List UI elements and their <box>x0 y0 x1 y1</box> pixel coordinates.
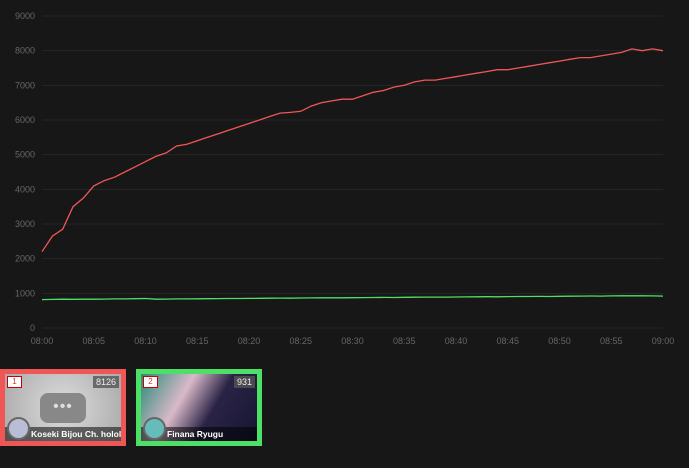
y-tick-label: 5000 <box>15 150 35 160</box>
y-tick-label: 8000 <box>15 46 35 56</box>
x-tick-label: 08:05 <box>82 336 105 346</box>
x-tick-label: 08:35 <box>393 336 416 346</box>
channel-name: Finana Ryugu <box>141 427 257 441</box>
x-tick-label: 08:30 <box>341 336 364 346</box>
y-tick-label: 6000 <box>15 115 35 125</box>
y-tick-label: 3000 <box>15 219 35 229</box>
channel-card-2[interactable]: 2 931 Finana Ryugu <box>136 369 262 446</box>
avatar <box>7 417 30 440</box>
x-tick-label: 09:00 <box>652 336 675 346</box>
channel-name: Koseki Bijou Ch. hololive- <box>5 427 121 441</box>
rank-badge: 1 <box>7 376 22 388</box>
line-chart: 0 1000 2000 3000 4000 5000 6000 7000 8000 9000 08:… <box>15 11 675 346</box>
rank-badge: 2 <box>143 376 158 388</box>
y-tick-label: 4000 <box>15 184 35 194</box>
viewer-count: 8126 <box>92 376 119 388</box>
y-tick-label: 7000 <box>15 80 35 90</box>
x-tick-label: 08:25 <box>289 336 312 346</box>
y-tick-label: 1000 <box>15 288 35 298</box>
y-tick-label: 0 <box>30 323 35 333</box>
avatar <box>143 417 166 440</box>
viewer-count: 931 <box>233 376 255 388</box>
x-tick-label: 08:20 <box>238 336 261 346</box>
x-tick-label: 08:10 <box>134 336 157 346</box>
y-tick-label: 2000 <box>15 254 35 264</box>
x-tick-label: 08:50 <box>548 336 571 346</box>
series-line-1 <box>41 48 664 253</box>
y-tick-label: 9000 <box>15 11 35 21</box>
series-line-2 <box>41 295 664 301</box>
x-tick-label: 08:00 <box>31 336 54 346</box>
channel-card-1[interactable]: ••• 1 8126 Koseki Bijou Ch. hololive- <box>0 369 126 446</box>
x-tick-label: 08:55 <box>600 336 623 346</box>
x-tick-label: 08:15 <box>186 336 209 346</box>
x-tick-label: 08:45 <box>496 336 519 346</box>
more-icon: ••• <box>40 393 86 423</box>
x-tick-label: 08:40 <box>445 336 468 346</box>
